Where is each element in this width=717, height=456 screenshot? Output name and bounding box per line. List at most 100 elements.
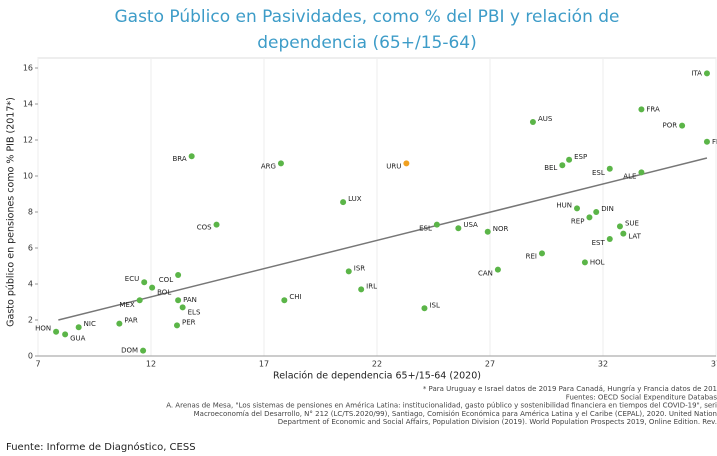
point-label: SUE — [625, 219, 639, 227]
note: A. Arenas de Mesa, "Los sistemas de pens… — [166, 402, 717, 410]
y-axis-label: Gasto público en pensiones como % PIB (2… — [6, 97, 17, 327]
point-label: NIC — [84, 320, 96, 328]
point — [679, 122, 686, 129]
point — [173, 322, 180, 329]
y-tick-label: 16 — [23, 64, 33, 73]
x-tick-label: 22 — [372, 360, 382, 369]
point — [175, 272, 182, 278]
x-tick-label: 7 — [35, 360, 40, 369]
point-label: USA — [463, 221, 478, 229]
y-tick-label: 6 — [28, 244, 33, 253]
point — [703, 70, 710, 77]
point-label: ARG — [261, 162, 276, 170]
point — [574, 205, 581, 212]
note: Fuentes: OECD Social Expenditure Databas — [566, 393, 717, 401]
point — [345, 268, 352, 275]
point — [53, 328, 60, 335]
point — [403, 160, 410, 167]
point-label: URU — [386, 162, 401, 170]
point-label: IRL — [366, 282, 377, 290]
point-label: PAN — [183, 296, 197, 304]
note: * Para Uruguay e Israel datos de 2019 Pa… — [423, 385, 717, 393]
point — [358, 286, 365, 293]
point-label: HUN — [556, 201, 572, 209]
point — [703, 138, 710, 145]
point-label: REP — [571, 217, 585, 225]
point — [586, 214, 593, 221]
point-label: ITA — [691, 69, 702, 77]
point — [213, 221, 220, 228]
trend-line — [58, 157, 708, 321]
point-label: POR — [662, 122, 677, 130]
point — [136, 297, 143, 304]
y-tick-label: 0 — [28, 352, 33, 361]
point-label: LUX — [348, 195, 362, 203]
y-tick-label: 8 — [28, 208, 33, 217]
point — [606, 165, 613, 172]
point — [494, 266, 501, 273]
point-label: GUA — [70, 334, 86, 342]
point — [188, 153, 195, 160]
point — [593, 209, 600, 215]
point-label: COS — [197, 224, 212, 232]
point-label: LAT — [628, 233, 641, 241]
point-label: PER — [182, 318, 196, 326]
note: Macroeconomía del Desarrollo, N° 212 (LC… — [194, 410, 717, 418]
x-tick-label: 12 — [146, 360, 156, 369]
point-label: BOL — [157, 289, 171, 297]
x-tick-label: 37 — [711, 360, 717, 369]
point — [149, 284, 156, 291]
point — [455, 225, 462, 232]
point-label: AUS — [538, 115, 553, 123]
point-label: DOM — [121, 347, 138, 355]
point — [638, 169, 645, 176]
point-label: CAN — [478, 270, 493, 278]
x-tick-label: 27 — [485, 360, 495, 369]
note: Department of Economic and Social Affair… — [278, 418, 717, 426]
point — [559, 162, 566, 169]
y-tick-label: 12 — [23, 136, 33, 145]
point-label: HOL — [590, 258, 605, 266]
footer: Fuente: Informe de Diagnóstico, CESS — [6, 441, 196, 453]
point-label: CHI — [289, 293, 301, 301]
point-label: ESL — [419, 225, 432, 233]
point — [616, 223, 623, 230]
point-label: MEX — [119, 301, 134, 309]
point — [421, 305, 428, 312]
point-label: COL — [159, 276, 173, 284]
point-label: HON — [35, 325, 51, 333]
point — [529, 119, 536, 125]
point — [340, 199, 347, 206]
point — [116, 320, 123, 327]
point — [566, 156, 573, 163]
point — [581, 259, 588, 266]
point-label: EST — [592, 239, 606, 247]
point-label: REI — [526, 252, 537, 260]
point-label: ISL — [429, 301, 440, 309]
point — [140, 347, 147, 354]
point — [281, 297, 288, 304]
point-label: PAR — [124, 317, 138, 325]
x-tick-label: 32 — [598, 360, 608, 369]
point-label: ESL — [592, 169, 605, 177]
point — [75, 324, 82, 331]
point-label: NOR — [493, 225, 509, 233]
point — [484, 228, 491, 235]
point-label: ESP — [574, 153, 587, 161]
point — [606, 236, 613, 242]
point-label: ECU — [125, 275, 139, 283]
point — [175, 297, 182, 304]
chart-title: dependencia (65+/15-64) — [257, 33, 476, 53]
point-label: ISR — [354, 264, 366, 272]
point — [620, 230, 627, 237]
point-label: ELS — [188, 308, 201, 316]
x-axis-label: Relación de dependencia 65+/15-64 (2020) — [273, 371, 481, 382]
point — [433, 221, 440, 228]
point — [638, 106, 645, 113]
point-label: BEL — [544, 164, 557, 172]
point — [277, 160, 284, 167]
point-label: FIN — [712, 138, 717, 146]
point — [538, 250, 545, 257]
point-label: FRA — [646, 105, 660, 113]
